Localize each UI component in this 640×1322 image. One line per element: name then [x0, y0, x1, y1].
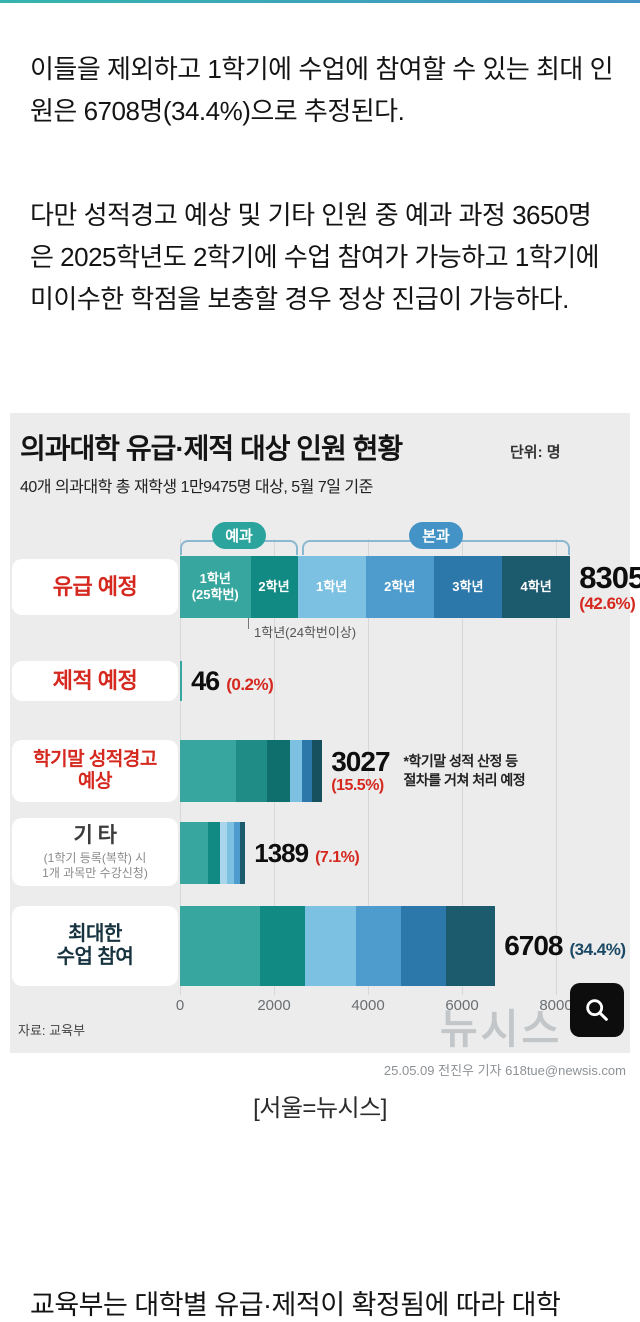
article-paragraph: 이들을 제외하고 1학기에 수업에 참여할 수 있는 최대 인원은 6708명(… [30, 54, 614, 127]
note-connector-line [248, 618, 249, 629]
row-label: 유급 예정 [52, 574, 138, 600]
bar-segment: 4학년 [501, 556, 571, 618]
bar-segment: 2학년 [365, 556, 434, 618]
bar-segment [445, 906, 496, 986]
row-label-pill: 학기말 성적경고 예상 [12, 740, 178, 802]
bar-segment [302, 740, 312, 802]
image-caption: [서울=뉴시스] [253, 1095, 387, 1122]
bar-segment [311, 740, 323, 802]
main-course-badge: 본과 [409, 522, 463, 549]
bar-segment [180, 906, 260, 986]
bar-footnote: 1학년(24학번이상) [254, 625, 357, 640]
x-tick-label: 4000 [351, 997, 385, 1014]
percent-label: (42.6%) [579, 593, 636, 613]
percent-label: (0.2%) [226, 674, 274, 694]
bar-row: 3027 (15.5%) *학기말 성적 산정 등 절차를 거쳐 처리 예정 [180, 740, 526, 802]
stacked-bar: 1학년 (25학번) 2학년 1학년 2학년 3학년 4학년 [180, 556, 571, 618]
bar-segment [236, 740, 267, 802]
article-paragraph-clipped: 교육부는 대학별 유급·제적이 확정됨에 따라 대학 [30, 1290, 561, 1320]
processing-note: *학기말 성적 산정 등 절차를 거쳐 처리 예정 [403, 753, 526, 788]
value-group: 46 (0.2%) [191, 665, 274, 697]
row-label-pill: 최대한 수업 참여 [12, 906, 178, 986]
percent-label: (34.4%) [569, 940, 627, 959]
gridline [368, 539, 369, 995]
bar-segment [239, 822, 246, 884]
segment-label: 3학년 [452, 579, 484, 595]
value-group: 1389 (7.1%) [254, 838, 359, 869]
bar-segment [226, 822, 235, 884]
row-label-pill: 제적 예정 [12, 661, 178, 701]
bar-row: 6708 (34.4%) [180, 906, 626, 986]
value-group: 3027 (15.5%) [331, 746, 390, 795]
x-tick-label: 2000 [257, 997, 291, 1014]
percent-label: (15.5%) [331, 777, 384, 795]
x-tick-label: 6000 [445, 997, 479, 1014]
stacked-bar [180, 661, 183, 701]
x-tick-label: 0 [175, 997, 185, 1014]
value-group: 6708 (34.4%) [504, 930, 627, 962]
stacked-bar [180, 822, 246, 884]
bar-segment [356, 906, 401, 986]
value-label: 8305 [579, 560, 640, 596]
top-accent-bar [0, 0, 640, 3]
magnifier-icon [583, 996, 611, 1024]
segment-label: 2학년 [384, 579, 416, 595]
newsis-watermark: 뉴시스 [440, 1006, 563, 1052]
segment-label: 4학년 [520, 579, 552, 595]
bar-segment: 1학년 [297, 556, 366, 618]
bar-segment [180, 740, 237, 802]
value-label: 1389 [254, 837, 309, 868]
bar-row: 46 (0.2%) [180, 661, 274, 701]
row-label: 제적 예정 [52, 668, 138, 694]
bar-segment [290, 740, 303, 802]
segment-label: 2학년 [258, 579, 290, 595]
bar-segment [400, 906, 446, 986]
bar-segment [180, 822, 209, 884]
chart-title: 의과대학 유급·제적 대상 인원 현황 [20, 433, 403, 464]
bar-segment [208, 822, 220, 884]
article-paragraph: 다만 성적경고 예상 및 기타 인원 중 예과 과정 3650명은 2025학년… [30, 200, 600, 315]
row-label-subtext: (1학기 등록(복학) 시 1개 과목만 수강신청) [42, 851, 148, 880]
photo-credit: 25.05.09 전진우 기자 618tue@newsis.com [383, 1063, 626, 1078]
row-label-pill: 기 타 (1학기 등록(복학) 시 1개 과목만 수강신청) [12, 818, 178, 886]
gridline [556, 539, 557, 995]
bar-segment [234, 822, 240, 884]
value-label: 6708 [504, 930, 563, 961]
stacked-bar [180, 740, 323, 802]
stacked-bar [180, 906, 496, 986]
chart-subtitle: 40개 의과대학 총 재학생 1만9475명 대상, 5월 7일 기준 [20, 479, 373, 496]
row-label: 최대한 수업 참여 [56, 923, 134, 968]
percent-label: (7.1%) [315, 848, 360, 866]
row-label: 학기말 성적경고 예상 [33, 749, 157, 792]
x-tick-label: 8000 [539, 997, 573, 1014]
pre-course-badge: 예과 [212, 522, 266, 549]
gridline [462, 539, 463, 995]
value-label: 46 [191, 665, 220, 696]
bar-segment: 1학년 (25학번) [180, 556, 251, 618]
bar-segment [266, 740, 291, 802]
bar-row: 1학년 (25학번) 2학년 1학년 2학년 3학년 4학년 8305 (42.6%) [180, 556, 640, 618]
bar-segment [259, 906, 305, 986]
bar-row: 1389 (7.1%) [180, 822, 360, 884]
bar-segment [219, 822, 227, 884]
chart-unit-label: 단위: 명 [510, 444, 561, 461]
bar-segment: 3학년 [433, 556, 502, 618]
segment-label: 1학년 (25학번) [191, 571, 239, 602]
value-group: 8305 (42.6%) [579, 561, 640, 613]
bar-segment [180, 661, 183, 701]
infographic-panel: 의과대학 유급·제적 대상 인원 현황 단위: 명 40개 의과대학 총 재학생… [10, 413, 640, 1053]
bar-segment: 2학년 [250, 556, 298, 618]
segment-label: 1학년 [315, 579, 348, 595]
image-zoom-button[interactable] [570, 983, 624, 1037]
source-label: 자료: 교육부 [18, 1023, 86, 1038]
value-label: 3027 [331, 746, 390, 778]
row-label: 기 타 [73, 824, 117, 848]
row-label-pill: 유급 예정 [12, 559, 178, 615]
bar-segment [304, 906, 357, 986]
